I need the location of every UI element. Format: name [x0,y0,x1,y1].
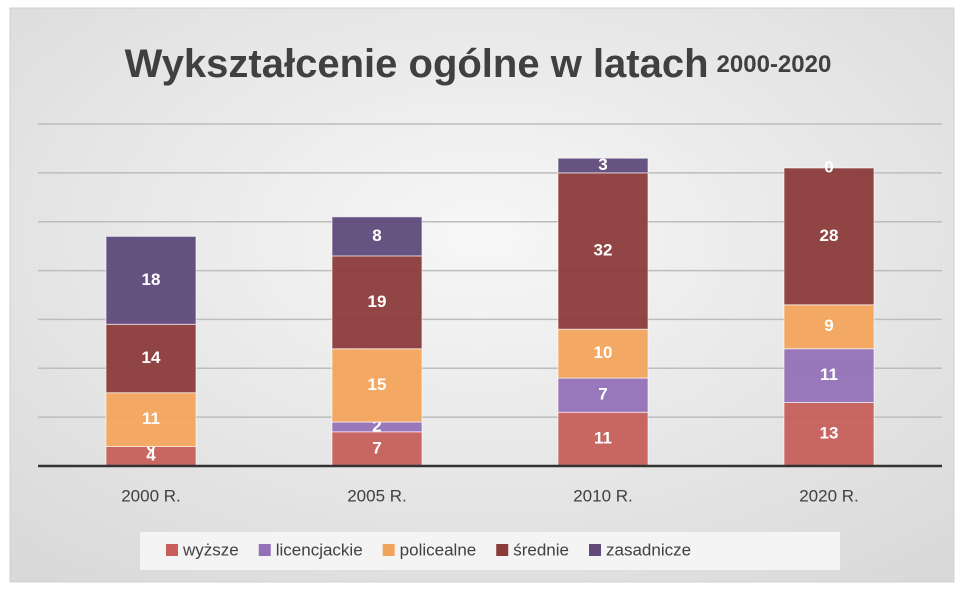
bar-segment [331,255,423,350]
data-label: 0 [824,157,833,176]
legend-swatch [382,544,395,556]
x-tick-label: 2010 R. [573,486,633,505]
data-label: 28 [820,226,839,245]
legend-label: policealne [400,540,477,559]
legend-swatch [496,544,509,556]
bar-segment [783,348,875,403]
x-tick-label: 2020 R. [799,486,859,505]
bar-segment [105,392,197,447]
data-label: 18 [142,270,161,289]
legend-swatch [166,544,178,556]
legend-label: licencjackie [276,540,363,559]
x-tick-label: 2005 R. [347,486,407,505]
title-years: 2000-2020 [717,51,832,78]
data-label: 32 [594,241,613,260]
data-label: 15 [368,375,387,394]
legend-label: wyższe [182,540,239,559]
bar-segment [557,328,649,379]
legend-swatch [589,544,601,556]
bar-segment [331,348,423,423]
data-label: 9 [824,316,833,335]
x-tick-label: 2000 R. [121,486,181,505]
data-label: 10 [594,343,613,362]
bar-segment [783,304,875,350]
bar-segment [783,167,875,306]
bar-segment [557,377,649,413]
chart-title: Wykształcenie ogólne w latach 2000-2020 [125,42,832,86]
bar-segment [557,157,649,174]
legend-label: średnie [513,540,569,559]
bar-segment [105,235,197,325]
bar-segment [557,411,649,467]
bar-segment [331,216,423,257]
data-label: 13 [820,424,839,443]
legend-swatch [258,544,271,556]
data-label: 7 [372,438,381,457]
data-label: 11 [820,365,838,384]
data-label: 11 [142,409,160,428]
legend-label: zasadnicze [606,540,691,559]
legend-box [140,532,840,570]
data-label: 7 [598,385,607,404]
data-label: 8 [372,226,381,245]
bar-segment [783,401,875,467]
data-label: 11 [594,429,612,448]
data-label: 4 [146,446,156,465]
data-label: 14 [142,348,161,367]
data-label: 2 [372,416,381,435]
data-label: 19 [368,292,387,311]
bar-segment [105,323,197,394]
data-label: 3 [598,155,607,174]
title-main: Wykształcenie ogólne w latach [125,42,709,86]
